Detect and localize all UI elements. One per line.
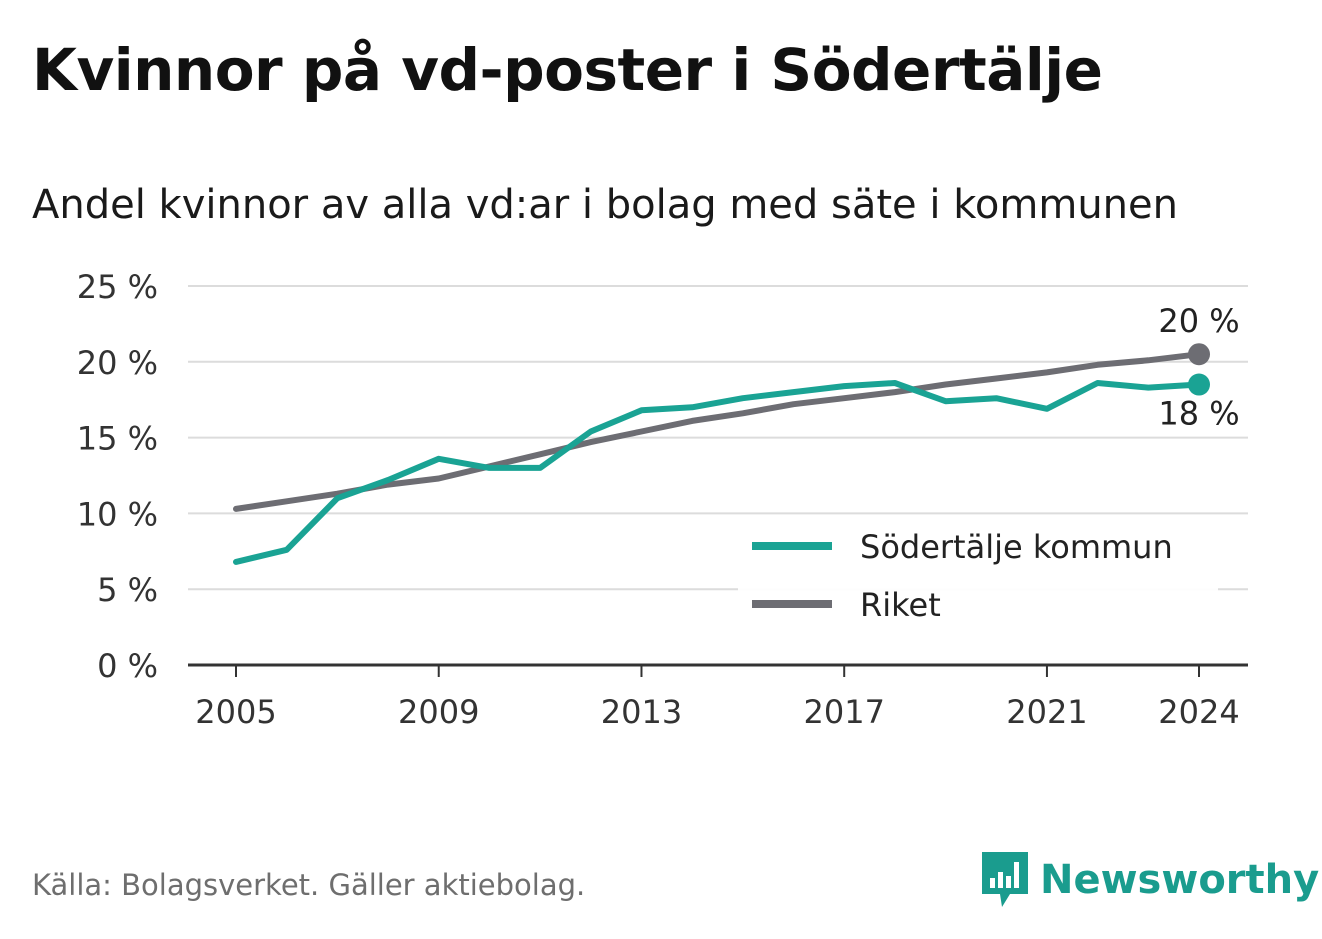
x-tick-label: 2009 xyxy=(398,693,479,731)
brand-logo: Newsworthy xyxy=(980,850,1319,910)
chart-subtitle: Andel kvinnor av alla vd:ar i bolag med … xyxy=(32,182,1178,228)
series-lines xyxy=(233,343,1210,565)
newsworthy-logo-icon xyxy=(982,852,1028,907)
y-tick-label: 5 % xyxy=(97,571,158,609)
legend-background xyxy=(738,516,1218,640)
series-line xyxy=(233,380,1202,565)
legend: Södertälje kommun Riket xyxy=(738,516,1218,640)
series-end-label: 18 % xyxy=(1158,395,1239,433)
x-tick-label: 2024 xyxy=(1158,693,1239,731)
y-axis-ticks: 0 % 5 % 10 % 15 % 20 % 25 % xyxy=(77,268,158,685)
y-tick-label: 0 % xyxy=(97,647,158,685)
chart-title: Kvinnor på vd-poster i Södertälje xyxy=(32,36,1103,104)
x-tick-label: 2013 xyxy=(601,693,682,731)
end-labels: 18 % 20 % xyxy=(1158,302,1239,432)
x-tick-label: 2005 xyxy=(195,693,276,731)
x-axis: 2005 2009 2013 2017 2021 2024 xyxy=(188,663,1248,731)
brand-name: Newsworthy xyxy=(1040,857,1320,903)
source-note: Källa: Bolagsverket. Gäller aktiebolag. xyxy=(32,868,586,902)
x-tick-label: 2017 xyxy=(803,693,884,731)
grid-lines xyxy=(188,285,1248,591)
y-tick-label: 10 % xyxy=(77,495,158,533)
series-end-point xyxy=(1188,343,1210,366)
y-tick-label: 20 % xyxy=(77,344,158,382)
y-tick-label: 25 % xyxy=(77,268,158,306)
series-end-label: 20 % xyxy=(1158,302,1239,340)
legend-label: Riket xyxy=(860,586,941,624)
y-tick-label: 15 % xyxy=(77,420,158,458)
legend-label: Södertälje kommun xyxy=(860,528,1173,566)
x-tick-label: 2021 xyxy=(1006,693,1087,731)
series-line xyxy=(233,351,1202,512)
series-end-point xyxy=(1188,373,1210,396)
